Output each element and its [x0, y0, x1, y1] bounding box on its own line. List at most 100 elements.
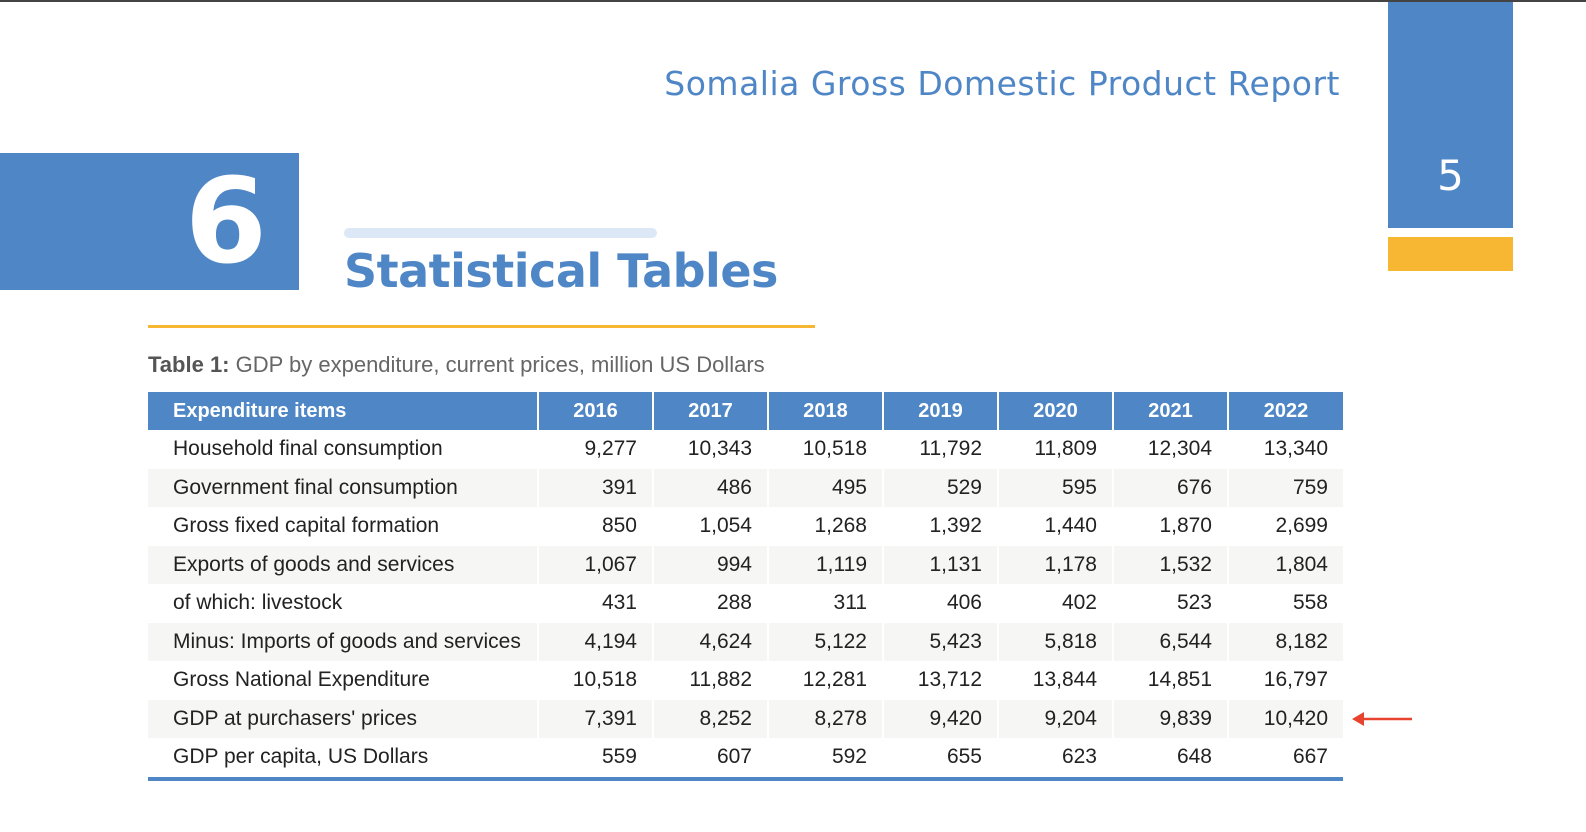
table-cell: 559 [537, 738, 653, 781]
table-cell: 1,268 [767, 507, 883, 546]
table-cell: 1,131 [882, 545, 998, 584]
table-cell: 8,182 [1227, 622, 1343, 661]
table-cell: 16,797 [1227, 661, 1343, 700]
chapter-block: 6 [0, 153, 299, 290]
title-underline [148, 325, 815, 328]
table-cell: 1,440 [997, 507, 1113, 546]
table-cell: 655 [882, 738, 998, 781]
column-header: 2022 [1227, 392, 1343, 430]
table-cell: 13,712 [882, 661, 998, 700]
table-cell: 5,423 [882, 622, 998, 661]
table-cell: 10,420 [1227, 699, 1343, 738]
table-row: Gross fixed capital formation 850 1,054 1,2… [148, 507, 1343, 546]
row-label: Exports of goods and services [148, 545, 538, 584]
table-row: GDP at purchasers' prices 7,391 8,252 8,278… [148, 699, 1343, 738]
table-cell: 4,624 [652, 622, 768, 661]
table-row: Minus: Imports of goods and services 4,19… [148, 622, 1343, 661]
gdp-expenditure-table: Expenditure items 2016 2017 2018 2019 20… [148, 392, 1343, 781]
table-row: Household final consumption 9,277 10,343 10… [148, 430, 1343, 469]
table-caption-label: Table 1: [148, 352, 230, 377]
table-cell: 676 [1112, 468, 1228, 507]
table-cell: 9,204 [997, 699, 1113, 738]
table-cell: 850 [537, 507, 653, 546]
row-label: Gross fixed capital formation [173, 514, 440, 538]
table-cell: 9,839 [1112, 699, 1228, 738]
table-cell: 13,844 [997, 661, 1113, 700]
table-cell: 11,809 [997, 430, 1113, 469]
column-header: 2021 [1112, 392, 1228, 430]
table-row: GDP per capita, US Dollars 559 607 592 655 62… [148, 738, 1343, 781]
table-cell: 2,699 [1227, 507, 1343, 546]
table-cell: 6,544 [1112, 622, 1228, 661]
table-cell: 648 [1112, 738, 1228, 781]
row-label: Minus: Imports of goods and services [148, 622, 538, 661]
table-cell: 623 [997, 738, 1113, 781]
table-row: Gross National Expenditure 10,518 11,882 12… [148, 661, 1343, 700]
table-cell: 8,252 [652, 699, 768, 738]
table-cell: 495 [767, 468, 883, 507]
table-cell: 391 [537, 468, 653, 507]
table-cell: 1,119 [767, 545, 883, 584]
table-cell: 558 [1227, 584, 1343, 623]
row-label: of which: livestock [173, 591, 343, 615]
table-cell: 10,518 [537, 661, 653, 700]
table-cell: 11,792 [882, 430, 998, 469]
row-label: GDP per capita, US Dollars [148, 738, 538, 781]
page-number: 5 [1437, 151, 1464, 200]
table-caption-text: GDP by expenditure, current prices, mill… [229, 352, 765, 377]
left-arrow-icon [1352, 712, 1412, 726]
table-header-row: Expenditure items 2016 2017 2018 2019 20… [148, 392, 1343, 430]
table-cell: 529 [882, 468, 998, 507]
table-cell: 1,392 [882, 507, 998, 546]
title-decoration-bar [344, 228, 657, 238]
table-cell: 7,391 [537, 699, 653, 738]
table-cell: 406 [882, 584, 998, 623]
table-row: Government final consumption 391 486 495 529… [148, 468, 1343, 507]
column-header: 2020 [997, 392, 1113, 430]
column-header: 2019 [882, 392, 998, 430]
row-label: GDP at purchasers' prices [148, 699, 538, 738]
row-label: Household final consumption [173, 437, 443, 461]
table-cell: 486 [652, 468, 768, 507]
page-number-tab: 5 [1388, 2, 1513, 228]
table-cell: 431 [537, 584, 653, 623]
table-cell: 402 [997, 584, 1113, 623]
table-row: Exports of goods and services 1,067 994 1,1… [148, 545, 1343, 584]
report-title: Somalia Gross Domestic Product Report [664, 64, 1340, 103]
table-cell: 523 [1112, 584, 1228, 623]
table-cell: 759 [1227, 468, 1343, 507]
table-cell: 1,067 [537, 545, 653, 584]
page-tab-accent [1388, 237, 1513, 271]
column-header: 2016 [537, 392, 653, 430]
row-label: Government final consumption [148, 468, 538, 507]
table-cell: 288 [652, 584, 768, 623]
table-cell: 9,420 [882, 699, 998, 738]
table-cell: 595 [997, 468, 1113, 507]
column-header: Expenditure items [148, 392, 538, 430]
table-row: of which: livestock 431 288 311 406 402 523 558 [148, 584, 1343, 623]
table-cell: 592 [767, 738, 883, 781]
column-header: 2018 [767, 392, 883, 430]
table-caption: Table 1: GDP by expenditure, current pri… [148, 352, 765, 378]
table-cell: 12,304 [1112, 430, 1228, 469]
table-cell: 311 [767, 584, 883, 623]
table-cell: 11,882 [652, 661, 768, 700]
table-cell: 13,340 [1227, 430, 1343, 469]
table-cell: 5,122 [767, 622, 883, 661]
table-cell: 4,194 [537, 622, 653, 661]
table-cell: 607 [652, 738, 768, 781]
column-header: 2017 [652, 392, 768, 430]
row-label: Gross National Expenditure [173, 668, 430, 692]
table-cell: 1,054 [652, 507, 768, 546]
table-cell: 994 [652, 545, 768, 584]
table-cell: 1,532 [1112, 545, 1228, 584]
table-cell: 667 [1227, 738, 1343, 781]
table-cell: 8,278 [767, 699, 883, 738]
table-cell: 10,343 [652, 430, 768, 469]
table-cell: 1,804 [1227, 545, 1343, 584]
table-cell: 5,818 [997, 622, 1113, 661]
table-cell: 1,870 [1112, 507, 1228, 546]
top-border [0, 0, 1586, 2]
section-title: Statistical Tables [344, 244, 778, 298]
